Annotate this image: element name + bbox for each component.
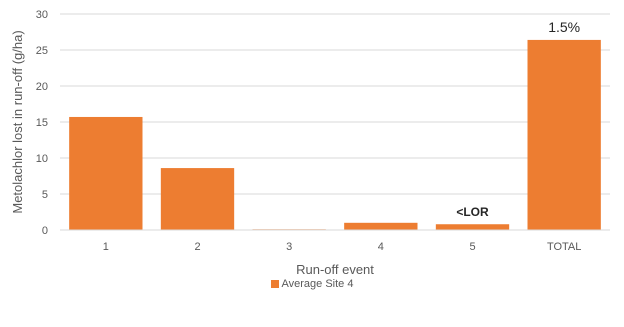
y-axis-label: Metolachlor lost in run-off (g/ha) [10,30,25,213]
x-tick-label: 3 [286,241,292,253]
y-tick-label: 25 [36,45,48,57]
y-tick-label: 15 [36,117,48,129]
gridlines [60,13,610,195]
bar [435,224,510,230]
y-tick-label: 0 [42,225,48,237]
bar [344,222,418,230]
x-axis-ticks: 1 2 3 4 5 TOTAL [103,241,582,253]
x-tick-label: 5 [469,241,475,253]
y-tick-label: 10 [36,153,48,165]
y-tick-label: 30 [36,9,48,21]
bar [69,116,143,230]
y-tick-label: 5 [42,189,48,201]
bar [160,168,235,230]
annotation: 1.5% [548,19,580,35]
annotations: <LOR 1.5% [456,19,580,219]
x-tick-label: 1 [103,241,109,253]
x-tick-label: 2 [194,241,200,253]
legend: Average Site 4 [0,278,624,290]
x-axis-label: Run-off event [296,262,374,277]
bars [69,39,601,230]
y-axis-ticks: 0 5 10 15 20 25 30 [36,9,48,237]
x-tick-label: 4 [378,241,384,253]
bar [527,39,601,230]
annotation: <LOR [456,205,489,219]
legend-swatch [270,280,279,288]
legend-label: Average Site 4 [281,278,354,290]
y-tick-label: 20 [36,81,48,93]
x-tick-label: TOTAL [547,241,581,253]
